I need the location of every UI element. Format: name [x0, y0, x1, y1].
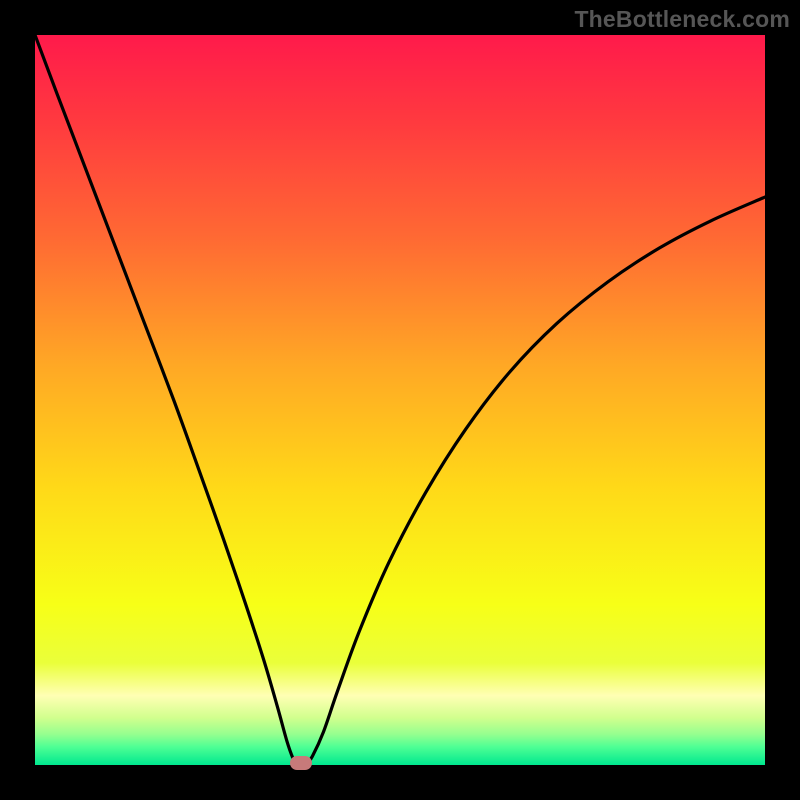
- plot-area: [35, 35, 765, 765]
- optimum-marker: [290, 756, 312, 770]
- watermark-text: TheBottleneck.com: [574, 6, 790, 33]
- chart-frame: TheBottleneck.com: [0, 0, 800, 800]
- bottleneck-curve: [35, 35, 765, 765]
